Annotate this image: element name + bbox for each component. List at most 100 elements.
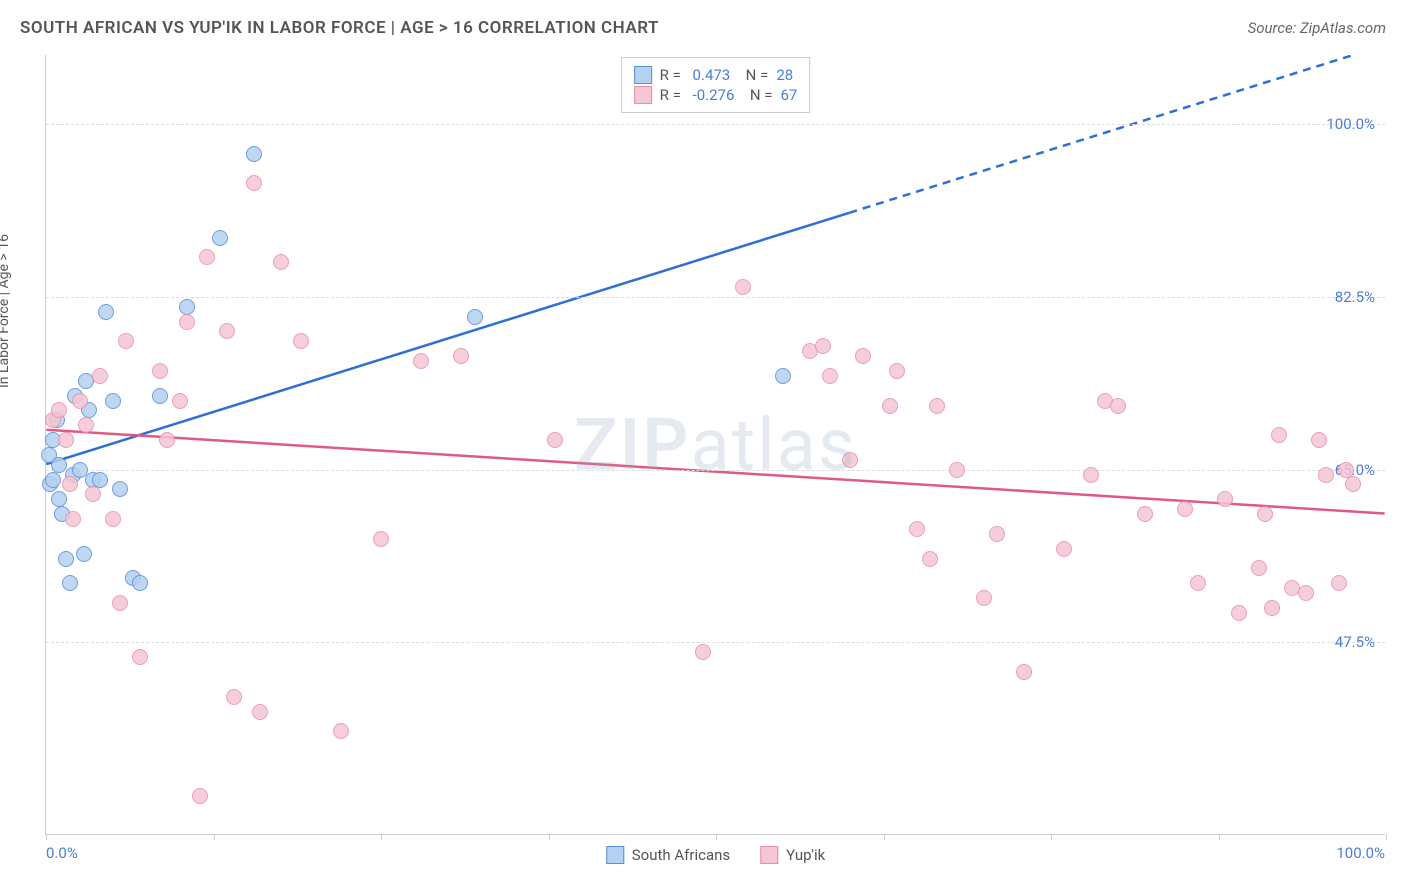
data-point <box>822 368 838 384</box>
data-point <box>949 462 965 478</box>
chart-title: SOUTH AFRICAN VS YUP'IK IN LABOR FORCE |… <box>20 18 659 38</box>
data-point <box>1056 541 1072 557</box>
data-point <box>112 595 128 611</box>
series-legend: South Africans Yup'ik <box>606 846 825 864</box>
data-point <box>976 590 992 606</box>
legend-swatch-pink <box>634 86 652 104</box>
data-point <box>453 348 469 364</box>
legend-swatch-yupik <box>760 846 778 864</box>
legend-item-yupik: Yup'ik <box>760 846 825 864</box>
data-point <box>118 333 134 349</box>
data-point <box>1217 491 1233 507</box>
data-point <box>775 368 791 384</box>
data-point <box>159 432 175 448</box>
data-point <box>922 551 938 567</box>
data-point <box>192 788 208 804</box>
data-point <box>112 481 128 497</box>
y-tick-label: 47.5% <box>1335 633 1375 651</box>
data-point <box>1137 506 1153 522</box>
data-point <box>152 363 168 379</box>
x-tick <box>214 834 215 840</box>
data-point <box>226 689 242 705</box>
data-point <box>547 432 563 448</box>
data-point <box>1177 501 1193 517</box>
x-tick <box>1219 834 1220 840</box>
data-point <box>1338 462 1354 478</box>
x-tick <box>381 834 382 840</box>
data-point <box>695 644 711 660</box>
x-tick <box>46 834 47 840</box>
data-point <box>1231 605 1247 621</box>
data-point <box>85 486 101 502</box>
data-point <box>58 551 74 567</box>
chart-source: Source: ZipAtlas.com <box>1248 19 1386 37</box>
data-point <box>246 175 262 191</box>
data-point <box>62 575 78 591</box>
data-point <box>293 333 309 349</box>
x-tick <box>1051 834 1052 840</box>
data-point <box>179 299 195 315</box>
data-point <box>152 388 168 404</box>
legend-row-south-africans: R = 0.473 N = 28 <box>634 66 798 84</box>
y-tick-label: 100.0% <box>1326 115 1375 133</box>
legend-row-yupik: R = -0.276 N = 67 <box>634 86 798 104</box>
y-axis-label: In Labor Force | Age > 16 <box>0 234 12 388</box>
data-point <box>882 398 898 414</box>
data-point <box>172 393 188 409</box>
x-tick-label: 100.0% <box>1336 844 1385 862</box>
scatter-chart: ZIPatlas R = 0.473 N = 28 R = -0.276 N =… <box>45 55 1385 835</box>
data-point <box>1251 560 1267 576</box>
data-point <box>78 417 94 433</box>
data-point <box>58 432 74 448</box>
data-point <box>51 491 67 507</box>
legend-item-south-africans: South Africans <box>606 846 730 864</box>
x-tick <box>549 834 550 840</box>
legend-swatch-south-africans <box>606 846 624 864</box>
data-point <box>1345 476 1361 492</box>
data-point <box>1298 585 1314 601</box>
data-point <box>179 314 195 330</box>
trend-lines <box>46 55 1385 834</box>
data-point <box>1083 467 1099 483</box>
y-tick-label: 82.5% <box>1335 288 1375 306</box>
chart-header: SOUTH AFRICAN VS YUP'IK IN LABOR FORCE |… <box>20 18 1386 38</box>
x-tick-label: 0.0% <box>46 844 78 862</box>
data-point <box>1016 664 1032 680</box>
data-point <box>855 348 871 364</box>
correlation-legend: R = 0.473 N = 28 R = -0.276 N = 67 <box>621 57 811 113</box>
data-point <box>246 146 262 162</box>
data-point <box>1318 467 1334 483</box>
data-point <box>889 363 905 379</box>
data-point <box>909 521 925 537</box>
data-point <box>989 526 1005 542</box>
data-point <box>72 393 88 409</box>
legend-swatch-blue <box>634 66 652 84</box>
data-point <box>413 353 429 369</box>
data-point <box>1331 575 1347 591</box>
data-point <box>76 546 92 562</box>
data-point <box>1190 575 1206 591</box>
data-point <box>105 393 121 409</box>
data-point <box>98 304 114 320</box>
data-point <box>105 511 121 527</box>
data-point <box>219 323 235 339</box>
data-point <box>842 452 858 468</box>
data-point <box>1257 506 1273 522</box>
gridline <box>46 297 1385 298</box>
data-point <box>51 402 67 418</box>
watermark: ZIPatlas <box>574 402 857 487</box>
data-point <box>252 704 268 720</box>
data-point <box>62 476 78 492</box>
data-point <box>333 723 349 739</box>
data-point <box>929 398 945 414</box>
data-point <box>92 472 108 488</box>
data-point <box>735 279 751 295</box>
data-point <box>373 531 389 547</box>
data-point <box>132 575 148 591</box>
x-tick <box>884 834 885 840</box>
gridline <box>46 642 1385 643</box>
data-point <box>132 649 148 665</box>
data-point <box>65 511 81 527</box>
data-point <box>815 338 831 354</box>
data-point <box>212 230 228 246</box>
